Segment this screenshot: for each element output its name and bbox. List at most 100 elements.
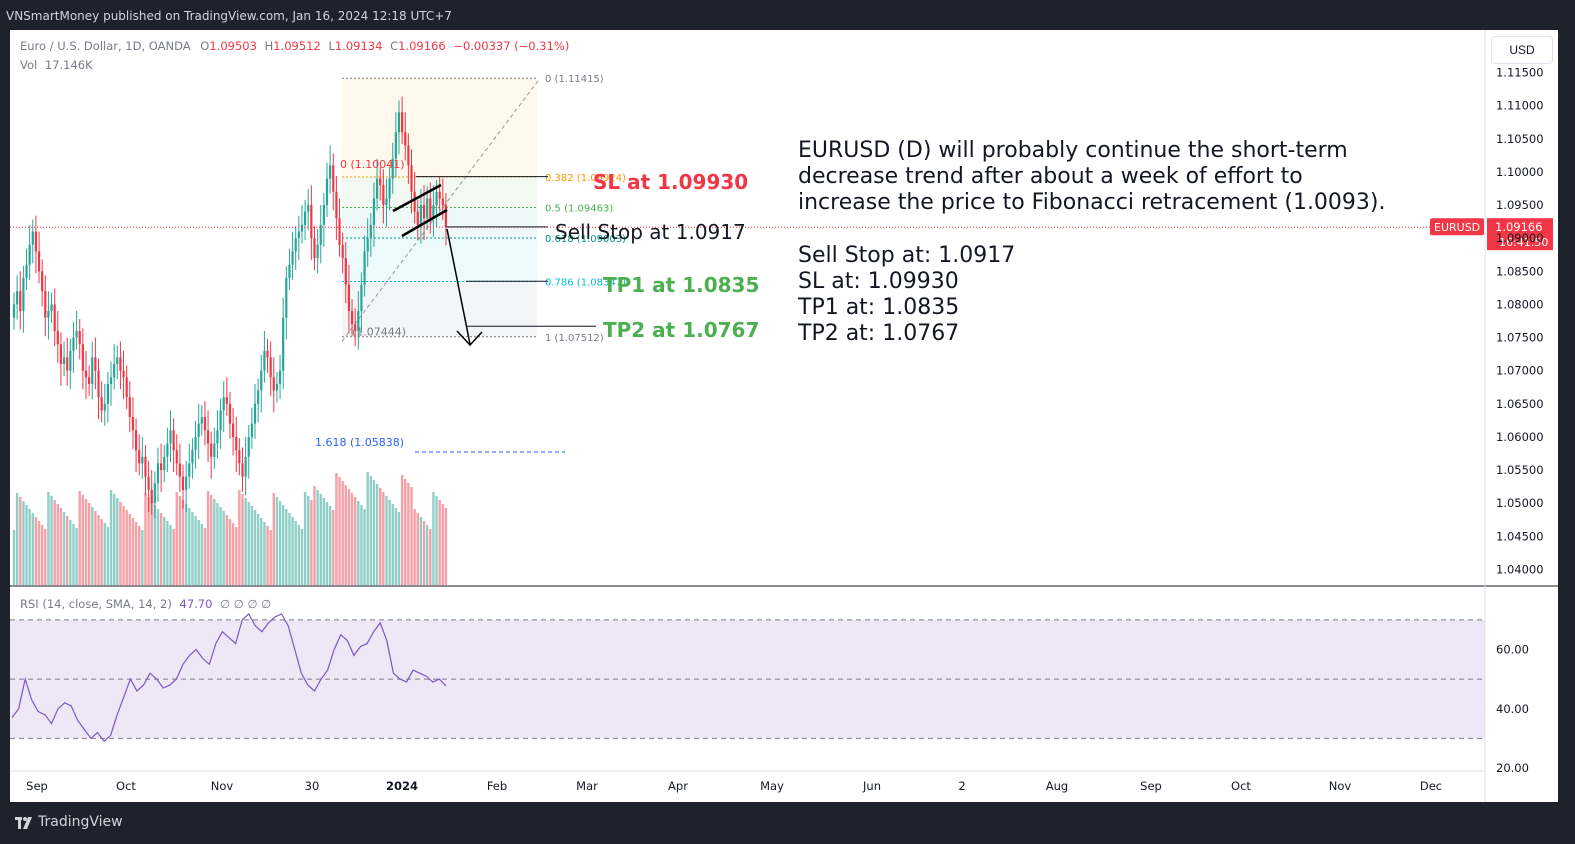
candle-body-80 — [263, 350, 266, 371]
symbol-legend: Euro / U.S. Dollar, 1D, OANDA O1.09503 H… — [20, 39, 569, 53]
price-tick-6: 1.08500 — [1496, 264, 1544, 278]
candle-body-98 — [319, 224, 322, 245]
volume-bar-79 — [260, 518, 263, 585]
volume-bar-25 — [91, 507, 94, 585]
candle-body-121 — [391, 158, 394, 179]
time-tick-8: May — [760, 779, 784, 793]
tradingview-brand[interactable]: TradingView — [38, 814, 123, 830]
candle-body-54 — [181, 476, 185, 490]
high-value: 1.09512 — [273, 39, 321, 53]
candle-body-45 — [153, 483, 156, 504]
symbol-name: Euro / U.S. Dollar, 1D, OANDA — [20, 39, 191, 53]
candle-body-52 — [175, 450, 178, 464]
volume-bar-7 — [34, 517, 38, 585]
candle-body-105 — [341, 244, 344, 259]
candle-body-44 — [150, 489, 153, 504]
candle-body-69 — [228, 403, 232, 424]
volume-bar-37 — [128, 514, 132, 585]
volume-bar-113 — [366, 472, 369, 585]
arrow-shaft — [446, 228, 471, 345]
candle-body-39 — [134, 430, 138, 451]
volume-bar-24 — [87, 503, 91, 585]
volume-bar-68 — [225, 515, 229, 585]
candle-body-128 — [413, 191, 416, 212]
change-value: −0.00337 (−0.31%) — [453, 39, 570, 53]
volume-bar-120 — [388, 500, 391, 585]
volume-bar-129 — [416, 513, 419, 585]
candle-body-119 — [385, 198, 388, 206]
currency-button[interactable]: USD — [1491, 36, 1553, 64]
candle-body-76 — [250, 423, 253, 437]
candle-body-2 — [19, 291, 22, 312]
volume-bar-27 — [97, 515, 100, 585]
candle-body-9 — [41, 271, 44, 292]
candle-body-38 — [131, 417, 135, 431]
price-tick-1: 1.11000 — [1496, 99, 1544, 113]
volume-bar-70 — [231, 523, 235, 585]
volume-bar-133 — [429, 529, 432, 585]
price-tick-0: 1.11500 — [1496, 66, 1544, 80]
candle-body-83 — [272, 377, 275, 391]
rsi-tick-1: 40.00 — [1496, 702, 1529, 716]
time-tick-5: Feb — [487, 779, 507, 793]
candle-body-133 — [429, 198, 432, 219]
candle-body-0 — [12, 304, 16, 318]
price-tick-3: 1.10000 — [1496, 165, 1544, 179]
volume-bar-115 — [372, 480, 376, 585]
volume-bar-124 — [400, 475, 404, 585]
headline-line-2: increase the price to Fibonacci retracem… — [798, 190, 1386, 215]
candle-body-95 — [310, 205, 313, 239]
rsi-tick-2: 20.00 — [1496, 761, 1529, 775]
volume-bar-48 — [163, 517, 166, 585]
candle-body-57 — [191, 450, 194, 464]
volume-bar-94 — [307, 496, 310, 585]
candle-body-106 — [344, 258, 347, 285]
candle-body-15 — [59, 344, 63, 365]
volume-bar-135 — [435, 496, 438, 585]
candle-body-4 — [25, 264, 28, 278]
volume-bar-108 — [350, 493, 354, 585]
fib-label-5: 0.5 (1.09463) — [545, 204, 613, 215]
price-tick-7: 1.08000 — [1496, 297, 1544, 311]
candle-body-110 — [357, 311, 360, 331]
candle-body-126 — [407, 145, 410, 166]
sl-annotation: SL at 1.09930 — [593, 170, 748, 194]
channel-lower — [401, 208, 448, 238]
volume-bar-66 — [219, 507, 222, 585]
candle-body-84 — [275, 383, 279, 391]
volume-bar-16 — [62, 512, 66, 585]
candle-body-131 — [422, 205, 426, 219]
candle-body-6 — [31, 231, 34, 245]
rsi-label: RSI (14, close, SMA, 14, 2) — [20, 597, 172, 611]
candle-body-114 — [369, 224, 372, 239]
volume-bar-137 — [441, 504, 445, 585]
candle-body-37 — [128, 397, 131, 418]
rsi-value: 47.70 — [179, 597, 213, 611]
volume-bar-8 — [37, 521, 41, 585]
volume-bar-86 — [281, 505, 285, 585]
volume-bar-138 — [444, 508, 448, 585]
candle-body-22 — [81, 344, 84, 371]
volume-legend: Vol 17.146K — [20, 58, 93, 72]
headline-line-0: EURUSD (D) will probably continue the sh… — [798, 138, 1348, 163]
candle-body-113 — [366, 238, 369, 252]
candle-body-101 — [329, 165, 332, 179]
volume-bar-22 — [81, 495, 85, 585]
volume-bar-6 — [31, 513, 34, 585]
candle-body-112 — [363, 251, 366, 285]
summary-line-2: TP1 at: 1.0835 — [797, 295, 959, 320]
rsi-legend: RSI (14, close, SMA, 14, 2) 47.70 ∅ ∅ ∅ … — [20, 597, 271, 611]
fib-trend-line — [341, 77, 541, 342]
open-label: O — [200, 39, 210, 53]
volume-bar-34 — [119, 502, 122, 585]
tradingview-logo-icon[interactable] — [14, 813, 34, 833]
candle-body-46 — [156, 463, 160, 484]
candle-body-108 — [350, 311, 354, 325]
volume-bar-80 — [263, 522, 266, 585]
close-label: C — [390, 39, 399, 53]
low-label: (1.07444) — [352, 325, 406, 338]
volume-bar-20 — [75, 528, 78, 585]
volume-bar-40 — [138, 526, 141, 585]
volume-bar-0 — [12, 530, 16, 585]
